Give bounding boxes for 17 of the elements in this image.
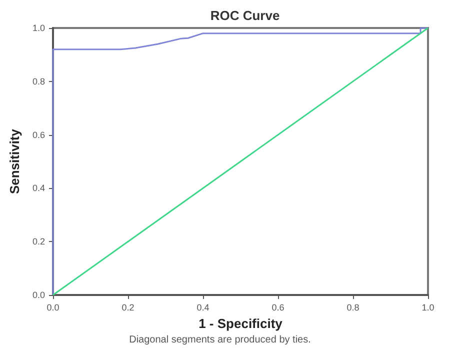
y-tick-label: 0.2 <box>32 236 45 247</box>
x-tick-label: 0.8 <box>346 302 360 312</box>
y-tick-label: 0.8 <box>32 76 45 86</box>
text: Diagonal segments are produced by ties. <box>129 334 311 346</box>
chart-title: ROC Curve <box>210 8 280 23</box>
x-axis-title: 1 - Specificity <box>198 316 284 331</box>
y-tick-label: 0.4 <box>32 183 45 194</box>
y-tick-label: 0.6 <box>32 130 45 140</box>
x-tick-label: 0.6 <box>272 302 284 312</box>
y-axis-title: Sensitivity <box>7 128 22 194</box>
x-tick-label: 1.0 <box>422 302 434 312</box>
y-tick-label: 0.0 <box>32 290 45 300</box>
y-tick-label: 1.0 <box>32 23 45 33</box>
x-tick-label: 0.0 <box>46 302 60 312</box>
line-series <box>52 27 429 296</box>
x-tick-label: 0.4 <box>196 302 210 312</box>
x-tick-label: 0.2 <box>122 302 134 312</box>
